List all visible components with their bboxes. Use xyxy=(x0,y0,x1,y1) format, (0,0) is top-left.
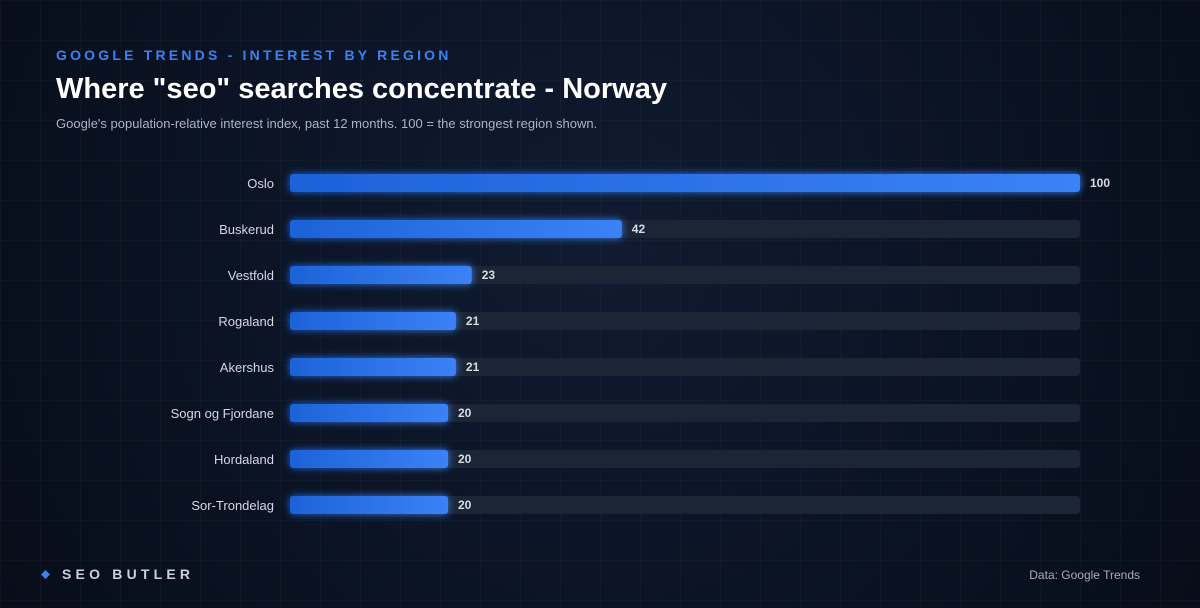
bar xyxy=(290,174,1080,192)
value-label: 21 xyxy=(466,314,480,328)
bar xyxy=(290,266,472,284)
category-label: Hordaland xyxy=(214,452,274,467)
bar-track xyxy=(290,266,1080,284)
bar-track xyxy=(290,358,1080,376)
category-label: Sor-Trondelag xyxy=(191,498,274,513)
brand-name: SEO BUTLER xyxy=(62,566,195,582)
bar xyxy=(290,496,448,514)
bar-track xyxy=(290,496,1080,514)
value-label: 21 xyxy=(466,360,480,374)
chart-title: Where "seo" searches concentrate - Norwa… xyxy=(56,73,667,105)
value-label: 100 xyxy=(1090,176,1110,190)
value-label: 42 xyxy=(632,222,646,236)
value-label: 20 xyxy=(458,498,472,512)
bar xyxy=(290,358,456,376)
value-label: 20 xyxy=(458,406,472,420)
chart-eyebrow: GOOGLE TRENDS - INTEREST BY REGION xyxy=(56,47,452,63)
category-label: Oslo xyxy=(247,176,274,191)
category-label: Rogaland xyxy=(218,314,274,329)
bar-track xyxy=(290,404,1080,422)
category-label: Sogn og Fjordane xyxy=(171,406,274,421)
bar xyxy=(290,312,456,330)
brand-logo: SEO BUTLER xyxy=(41,566,194,582)
bar xyxy=(290,450,448,468)
bar-track xyxy=(290,312,1080,330)
value-label: 23 xyxy=(482,268,496,282)
diamond-icon xyxy=(41,569,50,579)
data-source: Data: Google Trends xyxy=(1029,568,1140,582)
bar xyxy=(290,220,622,238)
bar-track xyxy=(290,450,1080,468)
value-label: 20 xyxy=(458,452,472,466)
bar xyxy=(290,404,448,422)
category-label: Akershus xyxy=(220,360,275,375)
category-label: Buskerud xyxy=(219,222,274,237)
chart-subtitle: Google's population-relative interest in… xyxy=(56,116,598,131)
category-label: Vestfold xyxy=(228,268,274,283)
